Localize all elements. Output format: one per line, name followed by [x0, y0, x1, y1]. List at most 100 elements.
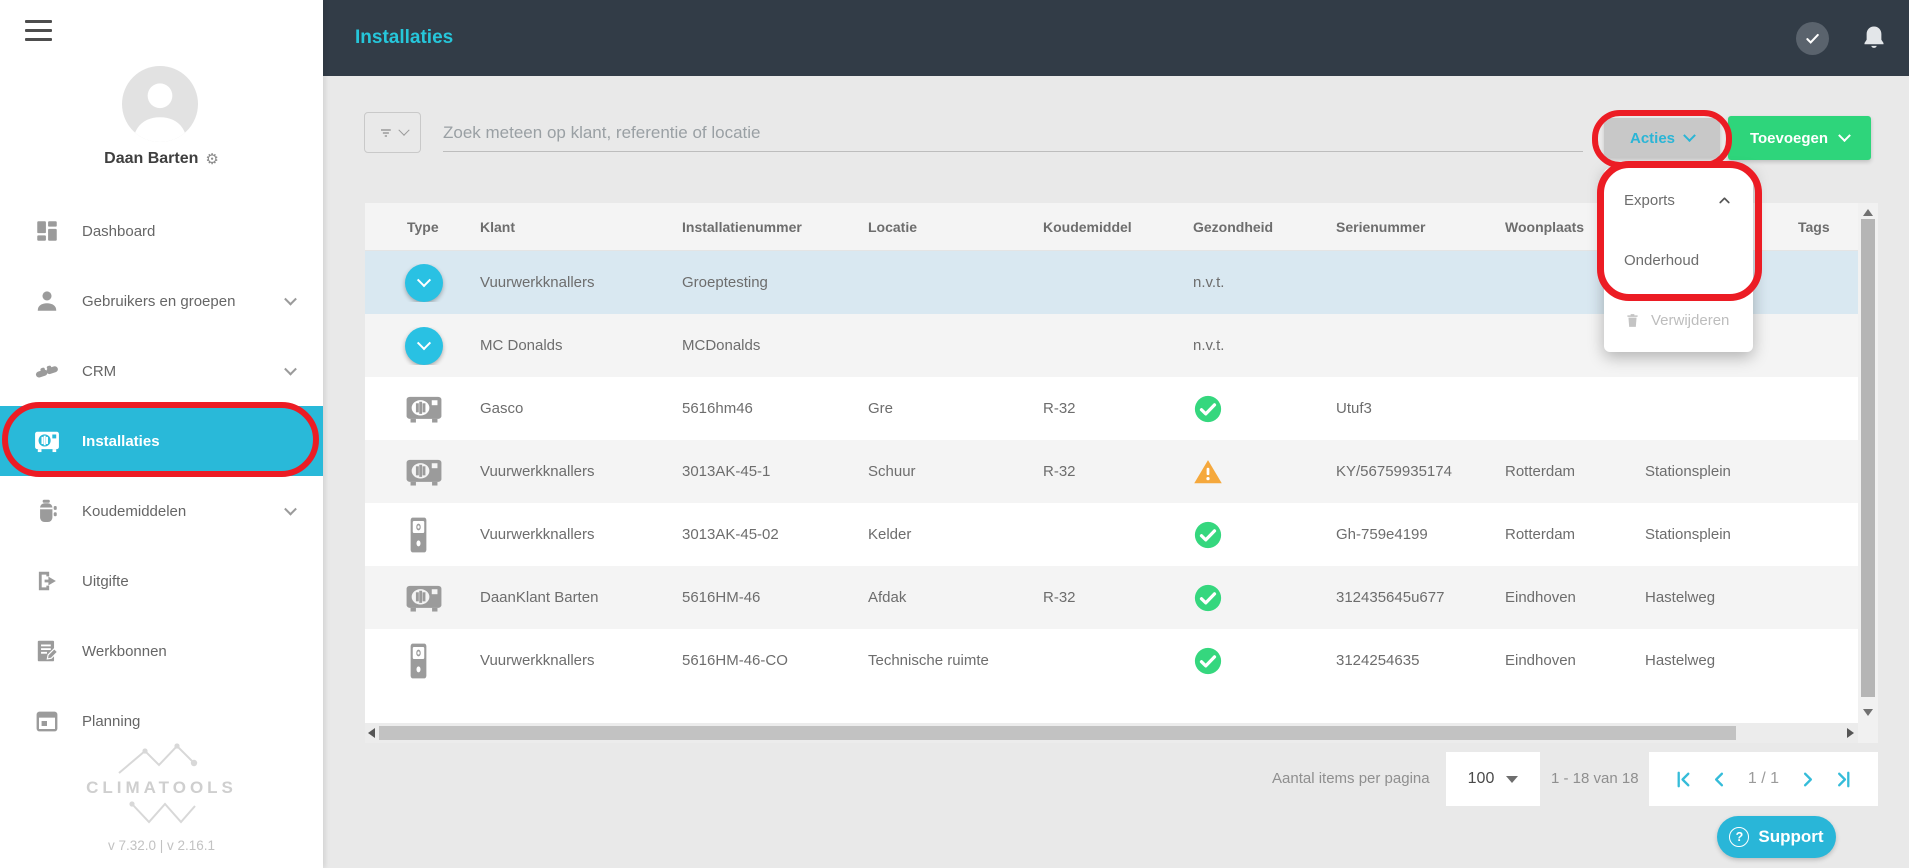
column-header-koudemiddel[interactable]: Koudemiddel [1043, 218, 1132, 235]
check-circle-button[interactable] [1796, 22, 1829, 55]
cell-type [365, 515, 480, 555]
expand-row-button[interactable] [405, 326, 443, 365]
cell-koudemiddel: R-32 [1043, 589, 1076, 606]
cell-gezondheid: n.v.t. [1193, 337, 1225, 354]
sidebar-item-label: Uitgifte [82, 572, 129, 590]
sidebar-item-label: Planning [82, 712, 141, 730]
table-row[interactable]: Vuurwerkknallers 5616HM-46-CO Technische r… [365, 629, 1878, 692]
items-per-page-label: Aantal items per pagina [1272, 770, 1430, 787]
support-button[interactable]: ? Support [1717, 816, 1836, 858]
column-header-klant[interactable]: Klant [480, 218, 515, 235]
topbar: Installaties [323, 0, 1909, 76]
cell-gezondheid [1193, 583, 1336, 613]
actions-button[interactable]: Acties [1604, 118, 1720, 158]
column-header-gezondheid[interactable]: Gezondheid [1193, 218, 1274, 235]
cell-installatienummer: 5616HM-46-CO [682, 652, 788, 669]
cell-adres: Hastelweg [1645, 589, 1716, 606]
scroll-down-arrow-icon[interactable] [1863, 709, 1873, 716]
gear-icon[interactable]: ⚙ [205, 151, 219, 168]
menu-item-exports[interactable]: Exports [1604, 170, 1753, 230]
first-page-button[interactable] [1672, 768, 1695, 791]
sidebar-menu: Dashboard Gebruikers en groepen CRM Install… [0, 196, 323, 756]
sidebar-item-planning[interactable]: Planning [0, 686, 323, 756]
bell-icon[interactable] [1859, 23, 1889, 53]
cell-locatie: Gre [868, 400, 894, 417]
vertical-scrollbar-thumb[interactable] [1861, 219, 1875, 697]
cell-koudemiddel: R-32 [1043, 400, 1076, 417]
person-icon [133, 83, 187, 142]
table-row[interactable]: Vuurwerkknallers 3013AK-45-1 Schuur R-32 KY/… [365, 440, 1878, 503]
support-button-label: Support [1758, 827, 1824, 846]
cell-type [365, 455, 480, 488]
column-header-woonplaats[interactable]: Woonplaats [1505, 218, 1585, 235]
cell-gezondheid: n.v.t. [1193, 274, 1225, 291]
cell-gezondheid [1193, 457, 1336, 487]
cell-serienummer: Utuf3 [1336, 400, 1372, 417]
cell-installatienummer: Groeptesting [682, 274, 768, 291]
cell-installatienummer: MCDonalds [682, 337, 761, 354]
filter-button[interactable] [364, 112, 421, 153]
sidebar-item-koudemiddelen[interactable]: Koudemiddelen [0, 476, 323, 546]
cell-installatienummer: 5616hm46 [682, 400, 753, 417]
scroll-right-arrow-icon[interactable] [1847, 728, 1854, 738]
cell-installatienummer: 5616HM-46 [682, 589, 761, 606]
cell-woonplaats: Rotterdam [1505, 526, 1576, 543]
add-button-label: Toevoegen [1749, 129, 1829, 147]
filter-icon [380, 128, 391, 137]
table-row[interactable]: Vuurwerkknallers 3013AK-45-02 Kelder Gh-759… [365, 503, 1878, 566]
scroll-up-arrow-icon[interactable] [1863, 209, 1873, 216]
page-indicator: 1 / 1 [1747, 770, 1780, 787]
boiler-type-icon [405, 641, 432, 681]
column-header-tags[interactable]: Tags [1798, 218, 1830, 235]
handshake-icon [34, 358, 60, 384]
sidebar-item-installaties[interactable]: Installaties [0, 406, 323, 476]
check-icon [1806, 33, 1819, 44]
ac-unit-type-icon [405, 455, 443, 488]
sidebar-item-crm[interactable]: CRM [0, 336, 323, 406]
menu-toggle-button[interactable] [25, 20, 52, 41]
column-header-type[interactable]: Type [407, 218, 439, 235]
add-button[interactable]: Toevoegen [1728, 116, 1871, 160]
last-page-button[interactable] [1832, 768, 1855, 791]
table-row[interactable]: DaanKlant Barten 5616HM-46 Afdak R-32 312435… [365, 566, 1878, 629]
sidebar-item-label: Werkbonnen [82, 642, 167, 660]
cell-klant: DaanKlant Barten [480, 589, 599, 606]
menu-item-onderhoud[interactable]: Onderhoud [1604, 230, 1753, 290]
cell-adres: Stationsplein [1645, 463, 1731, 480]
column-header-locatie[interactable]: Locatie [868, 218, 918, 235]
dashboard-icon [34, 218, 60, 244]
cell-gezondheid [1193, 646, 1336, 676]
cell-type [365, 581, 480, 614]
sidebar-item-werkbonnen[interactable]: Werkbonnen [0, 616, 323, 686]
horizontal-scrollbar-thumb[interactable] [379, 726, 1736, 740]
column-header-installatienummer[interactable]: Installatienummer [682, 218, 802, 235]
sidebar-item-label: Koudemiddelen [82, 502, 187, 520]
page-size-select[interactable]: 100 [1446, 752, 1540, 806]
sidebar-item-dashboard[interactable]: Dashboard [0, 196, 323, 266]
green-check-circle-icon [1193, 583, 1223, 613]
prev-page-button[interactable] [1708, 768, 1731, 791]
horizontal-scrollbar[interactable] [365, 723, 1858, 743]
cell-gezondheid [1193, 520, 1336, 550]
vertical-scrollbar[interactable] [1858, 203, 1878, 723]
search-input[interactable] [443, 114, 1583, 152]
trash-icon [1624, 312, 1641, 329]
chevron-down-icon [416, 272, 432, 287]
avatar[interactable] [122, 66, 198, 142]
table-row[interactable]: Gasco 5616hm46 Gre R-32 Utuf3 [365, 377, 1878, 440]
cell-klant: Vuurwerkknallers [480, 652, 595, 669]
sidebar-item-label: Dashboard [82, 222, 156, 240]
expand-row-button[interactable] [405, 263, 443, 302]
chevron-up-icon [1716, 192, 1733, 209]
sidebar-item-uitgifte[interactable]: Uitgifte [0, 546, 323, 616]
sidebar-item-gebruikers-en-groepen[interactable]: Gebruikers en groepen [0, 266, 323, 336]
chevron-down-icon [284, 502, 297, 516]
green-check-circle-icon [1193, 646, 1223, 676]
chevron-down-icon [1683, 128, 1696, 142]
next-page-button[interactable] [1796, 768, 1819, 791]
chevron-down-icon [1506, 775, 1519, 783]
column-header-serienummer[interactable]: Serienummer [1336, 218, 1426, 235]
scroll-left-arrow-icon[interactable] [368, 728, 375, 738]
range-label: 1 - 18 van 18 [1551, 770, 1639, 787]
